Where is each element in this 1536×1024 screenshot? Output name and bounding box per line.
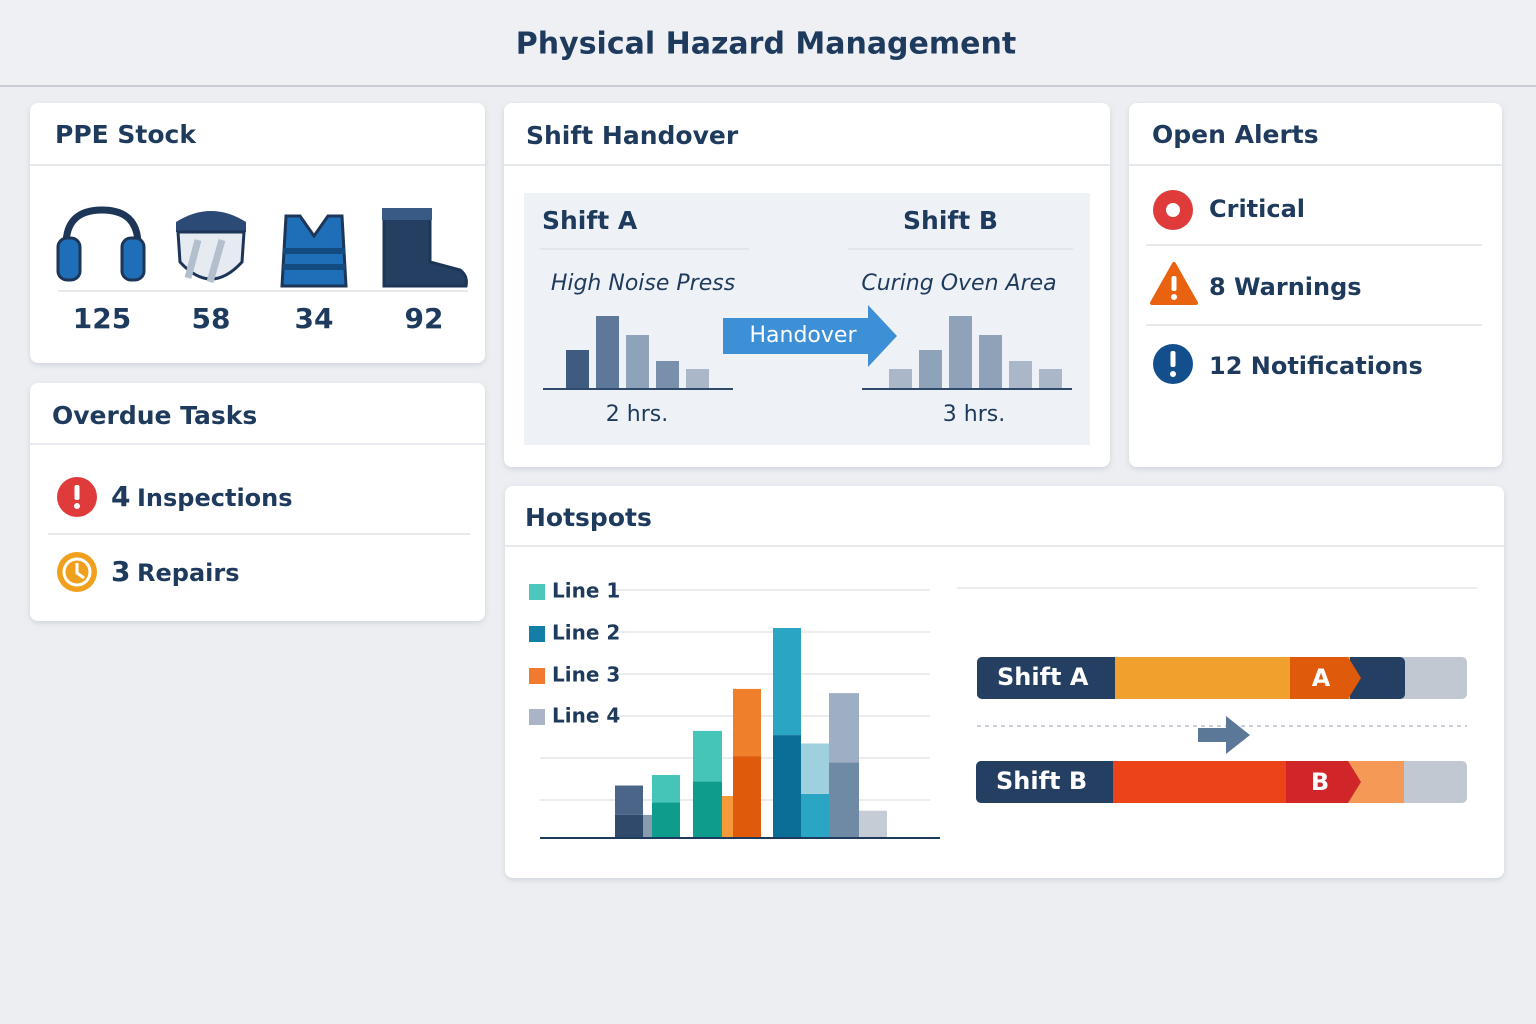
card-title: PPE Stock <box>55 120 197 149</box>
hotspot-bar-segment <box>733 756 761 838</box>
task-label: Inspections <box>137 484 293 512</box>
hotspot-bar-segment <box>773 628 801 736</box>
hotspot-bar-segment <box>801 793 829 838</box>
hotspot-bar-segment <box>722 796 733 838</box>
mini-bar <box>919 350 942 388</box>
critical-icon <box>1153 190 1193 230</box>
legend-label: Line 2 <box>552 621 620 645</box>
page-title: Physical Hazard Management <box>516 27 1016 62</box>
alert-label: Critical <box>1209 195 1305 223</box>
timeline-marker: A <box>1312 664 1331 692</box>
hotspot-bar-segment <box>652 802 680 838</box>
stock-count: 58 <box>192 302 231 335</box>
hotspot-bar-segment <box>829 693 859 763</box>
mini-bar <box>656 361 679 388</box>
legend-label: Line 1 <box>552 579 620 603</box>
hotspot-bar-segment <box>693 781 722 838</box>
stock-count: 34 <box>295 302 334 335</box>
hotspot-bar-segment <box>801 743 829 794</box>
alert-label: 8 Warnings <box>1209 273 1362 301</box>
mini-bar <box>889 369 912 388</box>
vest-icon <box>280 214 348 288</box>
task-count: 4 <box>111 480 130 513</box>
warning-icon <box>1150 262 1198 305</box>
overdue-card <box>30 383 485 621</box>
hotspot-bar-segment <box>615 785 643 815</box>
shift-b-timeline <box>976 761 1467 803</box>
face-shield-icon <box>176 211 246 283</box>
mini-bar <box>566 350 589 388</box>
hotspot-bar-segment <box>859 810 887 838</box>
legend-label: Line 3 <box>552 663 620 687</box>
card-title: Shift Handover <box>526 121 739 150</box>
shift-name: Shift A <box>542 206 638 235</box>
ppe-card <box>30 103 485 363</box>
handover-label[interactable]: Handover <box>750 323 858 348</box>
header-bar <box>0 0 1536 86</box>
alert-label: 12 Notifications <box>1209 352 1423 380</box>
hotspot-bar-segment <box>829 762 859 838</box>
mini-bar <box>596 316 619 388</box>
mini-bar <box>979 335 1002 388</box>
task-count: 3 <box>111 555 130 588</box>
timeline-marker: B <box>1311 768 1329 796</box>
task-label: Repairs <box>137 559 239 587</box>
legend-label: Line 4 <box>552 704 620 728</box>
stock-count: 92 <box>405 302 444 335</box>
handover-arrow[interactable] <box>723 305 897 367</box>
mini-bar <box>1009 361 1032 388</box>
mini-bar <box>626 335 649 388</box>
error-icon <box>57 477 97 517</box>
mini-bar <box>686 369 709 388</box>
timeline-label: Shift B <box>996 767 1087 795</box>
earmuff-icon <box>56 206 146 282</box>
hotspot-bar-segment <box>652 775 680 803</box>
alerts-card <box>1129 103 1502 467</box>
legend-swatch <box>529 584 545 600</box>
hotspot-bar-segment <box>773 735 801 838</box>
shift-name: Shift B <box>903 206 998 235</box>
hotspot-bar-segment <box>643 814 652 838</box>
card-title: Overdue Tasks <box>52 401 257 430</box>
legend-swatch <box>529 668 545 684</box>
transition-arrow <box>1198 716 1250 754</box>
legend-swatch <box>529 709 545 725</box>
hotspot-bar-segment <box>733 688 761 757</box>
hotspot-bar-segment <box>693 730 722 782</box>
mini-bar <box>949 316 972 388</box>
mini-bar <box>1039 369 1062 388</box>
hotspot-bar-segment <box>615 814 643 838</box>
card-title: Open Alerts <box>1152 120 1319 149</box>
shift-a-timeline <box>977 657 1467 699</box>
stock-count: 125 <box>73 302 131 335</box>
area-name: High Noise Press <box>551 271 735 296</box>
clock-icon <box>57 552 97 592</box>
info-icon <box>1153 344 1193 384</box>
area-name: Curing Oven Area <box>861 271 1056 296</box>
duration: 3 hrs. <box>943 402 1005 427</box>
timeline-label: Shift A <box>997 663 1089 691</box>
duration: 2 hrs. <box>606 402 668 427</box>
boot-icon <box>382 208 468 288</box>
legend-swatch <box>529 626 545 642</box>
card-title: Hotspots <box>525 503 652 532</box>
